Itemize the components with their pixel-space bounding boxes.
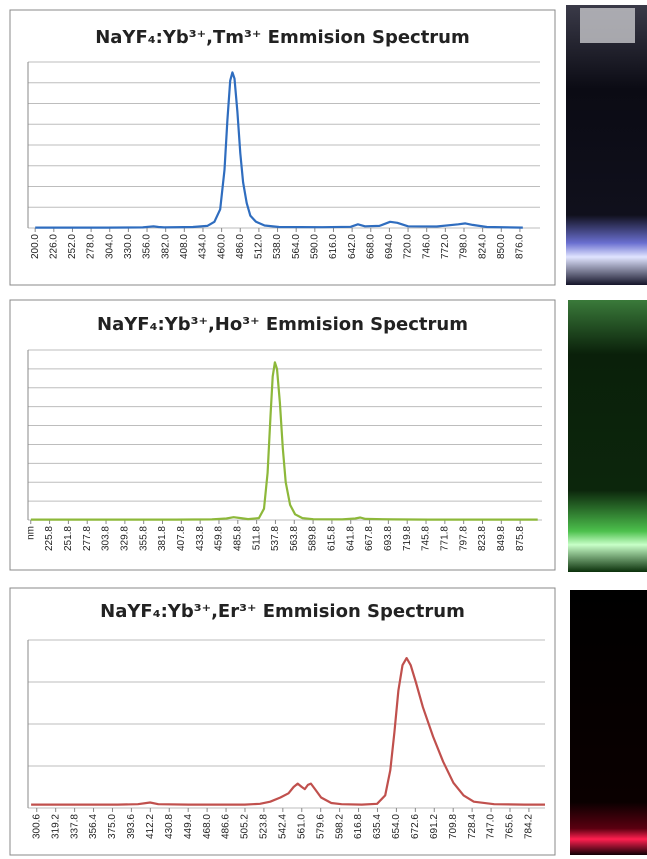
cap <box>580 8 635 43</box>
spectrum-line <box>31 656 545 806</box>
chart-title: NaYF₄:Yb³⁺,Tm³⁺ Emmision Spectrum <box>95 27 470 48</box>
x-tick-label: 393.6 <box>126 814 137 839</box>
x-tick-label: 746.0 <box>421 234 432 259</box>
x-tick-label: 200.0 <box>30 234 41 259</box>
x-tick-label: 252.0 <box>67 234 78 259</box>
x-tick-label: 668.0 <box>365 234 376 259</box>
x-tick-label: 641.8 <box>345 526 356 551</box>
x-tick-label: 537.8 <box>270 526 281 551</box>
x-tick-label: 356.0 <box>142 234 153 259</box>
x-tick-label: 635.4 <box>372 814 383 839</box>
x-tick-label: 382.0 <box>160 234 171 259</box>
x-tick-label: 459.8 <box>214 526 225 551</box>
x-tick-label: 849.8 <box>496 526 507 551</box>
x-tick-label: 598.2 <box>334 814 345 839</box>
x-tick-label: 505.2 <box>240 814 251 839</box>
panel-frame <box>9 9 556 286</box>
x-tick-label: 412.2 <box>145 814 156 839</box>
x-tick-label: 225.8 <box>44 526 55 551</box>
x-tick-label: 798.0 <box>459 234 470 259</box>
photo-tm <box>566 5 647 285</box>
x-tick-label: 523.8 <box>259 814 270 839</box>
x-tick-label: 329.8 <box>120 526 131 551</box>
x-tick-label: 486.0 <box>235 234 246 259</box>
x-tick-label: 654.0 <box>391 814 402 839</box>
x-tick-label: 850.0 <box>496 234 507 259</box>
x-tick-label: 765.6 <box>505 814 516 839</box>
x-tick-label: 538.0 <box>272 234 283 259</box>
photo-er <box>570 590 647 855</box>
x-tick-label: 797.8 <box>458 526 469 551</box>
x-tick-label: 355.8 <box>138 526 149 551</box>
x-tick-label: 356.4 <box>88 814 99 839</box>
x-tick-label: 512.0 <box>254 234 265 259</box>
chart-title: NaYF₄:Yb³⁺,Ho³⁺ Emmision Spectrum <box>97 314 468 335</box>
x-tick-label: 615.8 <box>327 526 338 551</box>
x-tick-label: 337.8 <box>69 814 80 839</box>
x-tick-label: 449.4 <box>183 814 194 839</box>
x-tick-label: 823.8 <box>477 526 488 551</box>
x-tick-label: 511.8 <box>251 526 262 551</box>
x-tick-label: 876.0 <box>515 234 526 259</box>
x-tick-label: 561.0 <box>296 814 307 839</box>
x-tick-label: 407.8 <box>176 526 187 551</box>
x-tick-label: 616.0 <box>328 234 339 259</box>
x-tick-label: 251.8 <box>63 526 74 551</box>
x-tick-label: 709.8 <box>448 814 459 839</box>
x-tick-label: 642.0 <box>347 234 358 259</box>
x-tick-label: 771.8 <box>439 526 450 551</box>
x-tick-label: 430.8 <box>164 814 175 839</box>
x-tick-label: 667.8 <box>364 526 375 551</box>
x-tick-label: 277.8 <box>82 526 93 551</box>
x-tick-label: 747.0 <box>486 814 497 839</box>
x-tick-label: 720.0 <box>403 234 414 259</box>
x-tick-label: 304.0 <box>104 234 115 259</box>
x-tick-label: 468.0 <box>202 814 213 839</box>
x-tick-label: 694.0 <box>384 234 395 259</box>
photo-ho <box>568 300 647 572</box>
x-tick-label: 693.8 <box>383 526 394 551</box>
x-tick-label: 433.8 <box>195 526 206 551</box>
x-tick-label: 319.2 <box>50 814 61 839</box>
x-tick-label: 579.6 <box>315 814 326 839</box>
x-tick-label: 226.0 <box>48 234 59 259</box>
x-tick-label: 542.4 <box>277 814 288 839</box>
spectrum-line <box>35 71 523 229</box>
x-tick-label: 875.8 <box>515 526 526 551</box>
x-tick-label: 434.0 <box>198 234 209 259</box>
x-tick-label: 589.8 <box>308 526 319 551</box>
x-tick-label: nm <box>25 526 36 540</box>
x-tick-label: 381.8 <box>157 526 168 551</box>
x-tick-label: 278.0 <box>86 234 97 259</box>
x-tick-label: 719.8 <box>402 526 413 551</box>
x-tick-label: 691.2 <box>429 814 440 839</box>
x-tick-label: 784.2 <box>524 814 535 839</box>
x-tick-label: 330.0 <box>123 234 134 259</box>
chart-title: NaYF₄:Yb³⁺,Er³⁺ Emmision Spectrum <box>100 601 465 622</box>
x-tick-label: 728.4 <box>467 814 478 839</box>
spectrum-line <box>30 361 538 521</box>
x-tick-label: 408.0 <box>179 234 190 259</box>
x-tick-label: 486.6 <box>221 814 232 839</box>
x-tick-label: 375.0 <box>107 814 118 839</box>
x-tick-label: 563.8 <box>289 526 300 551</box>
x-tick-label: 303.8 <box>101 526 112 551</box>
x-tick-label: 745.8 <box>421 526 432 551</box>
x-tick-label: 824.0 <box>477 234 488 259</box>
x-tick-label: 772.0 <box>440 234 451 259</box>
x-tick-label: 485.8 <box>232 526 243 551</box>
x-tick-label: 300.6 <box>31 814 42 839</box>
x-tick-label: 672.6 <box>410 814 421 839</box>
x-tick-label: 616.8 <box>353 814 364 839</box>
x-tick-label: 590.0 <box>309 234 320 259</box>
x-tick-label: 564.0 <box>291 234 302 259</box>
x-tick-label: 460.0 <box>216 234 227 259</box>
